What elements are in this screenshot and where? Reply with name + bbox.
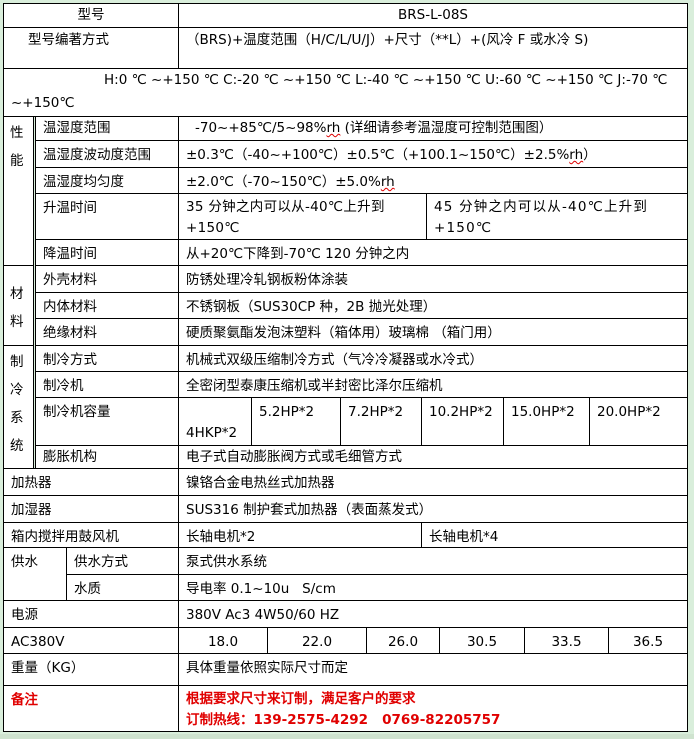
- mat-value-0: 防锈处理冷轧钢板粉体涂装: [178, 265, 688, 293]
- note-text: ）: [583, 147, 597, 163]
- ref-label-2: 制冷机容量: [35, 397, 179, 446]
- blower-value-0: 长轴电机*2: [178, 522, 422, 548]
- notes-value: 根据要求尺寸来订制，满足客户的要求订制热线：139-2575-4292 0769…: [178, 685, 688, 732]
- water-label-0: 供水方式: [66, 547, 179, 575]
- perf-label-2: 温湿度均匀度: [35, 167, 179, 194]
- capacity-1: 5.2HP*2: [251, 397, 341, 446]
- capacity-0: 4HKP*2: [178, 397, 252, 446]
- blower-label: 箱内搅拌用鼓风机: [3, 522, 179, 548]
- notes-line-1: 根据要求尺寸来订制，满足客户的要求: [186, 691, 416, 707]
- blower-value-1: 长轴电机*4: [421, 522, 688, 548]
- value-text: ±2.0℃（-70~150℃）±5.0%: [186, 174, 381, 190]
- ac380-label: AC380V: [3, 627, 179, 654]
- mat-value-2: 硬质聚氨酯发泡沫塑料（箱体用）玻璃棉 （箱门用）: [178, 318, 688, 346]
- materials-category: 材料: [3, 265, 34, 346]
- ac380-value-4: 33.5: [524, 627, 609, 654]
- capacity-4: 15.0HP*2: [503, 397, 590, 446]
- ac380-value-3: 30.5: [439, 627, 525, 654]
- ref-label-1: 制冷机: [35, 371, 179, 398]
- heater-value: 镍铬合金电热丝式加热器: [178, 468, 688, 496]
- capacity-5: 20.0HP*2: [589, 397, 688, 446]
- perf-label-3: 升温时间: [35, 193, 179, 240]
- power-value: 380V Ac3 4W50/60 HZ: [178, 600, 688, 628]
- value-text: ±0.3℃（-40~+100℃）±0.5℃（+100.1~150℃）±2.5%: [186, 147, 570, 163]
- unit-text: rh: [326, 120, 341, 136]
- unit-text: rh: [380, 174, 395, 190]
- horizontal-scrollbar[interactable]: [0, 734, 694, 739]
- ref-label-0: 制冷方式: [35, 345, 179, 372]
- mat-label-1: 内体材料: [35, 292, 179, 319]
- value-text: -70~+85℃/5~98%: [195, 120, 327, 136]
- power-label: 电源: [3, 600, 179, 628]
- mat-label-2: 绝缘材料: [35, 318, 179, 346]
- mat-value-1: 不锈钢板（SUS30CP 种，2B 抛光处理）: [178, 292, 688, 319]
- capacity-2: 7.2HP*2: [340, 397, 422, 446]
- weight-value: 具体重量依照实际尺寸而定: [178, 653, 688, 686]
- ref-label-3: 膨胀机构: [35, 445, 179, 469]
- perf-value-1: ±0.3℃（-40~+100℃）±0.5℃（+100.1~150℃）±2.5%r…: [178, 140, 688, 168]
- humidifier-label: 加湿器: [3, 495, 179, 523]
- heater-label: 加热器: [3, 468, 179, 496]
- humidifier-value: SUS316 制护套式加热器（表面蒸发式）: [178, 495, 688, 523]
- perf-value-2: ±2.0℃（-70~150℃）±5.0%rh: [178, 167, 688, 194]
- ac380-value-2: 26.0: [366, 627, 440, 654]
- perf-label-0: 温湿度范围: [35, 116, 179, 141]
- ac380-value-1: 22.0: [267, 627, 367, 654]
- notes-line-2: 订制热线：139-2575-4292 0769-82205757: [186, 712, 501, 728]
- perf-label-1: 温湿度波动度范围: [35, 140, 179, 168]
- water-category: 供水: [3, 547, 67, 601]
- ref-value-3: 电子式自动膨胀阀方式或毛细管方式: [178, 445, 688, 469]
- mat-label-0: 外壳材料: [35, 265, 179, 293]
- model-label: 型号: [3, 3, 179, 28]
- water-value-1: 导电率 0.1~10u S/cm: [178, 574, 688, 601]
- performance-category: 性能: [3, 116, 34, 266]
- unit-text: rh: [569, 147, 584, 163]
- ref-value-1: 全密闭型泰康压缩机或半封密比泽尔压缩机: [178, 371, 688, 398]
- capacity-3: 10.2HP*2: [421, 397, 504, 446]
- perf-value-4: 从+20℃下降到-70℃ 120 分钟之内: [178, 239, 688, 266]
- water-value-0: 泵式供水系统: [178, 547, 688, 575]
- heatup-value-a: 35 分钟之内可以从-40℃上升到+150℃: [178, 193, 427, 240]
- perf-label-4: 降温时间: [35, 239, 179, 266]
- water-label-1: 水质: [66, 574, 179, 601]
- weight-label: 重量（KG）: [3, 653, 179, 686]
- heatup-value-b: 45 分钟之内可以从-40℃上升到+150℃: [426, 193, 688, 240]
- temperature-ranges: H:0 ℃ ~+150 ℃ C:-20 ℃ ~+150 ℃ L:-40 ℃ ~+…: [3, 68, 688, 117]
- naming-label: 型号编著方式: [3, 27, 179, 69]
- ref-value-0: 机械式双级压缩制冷方式（气冷冷凝器或水冷式）: [178, 345, 688, 372]
- note-text: (详细请参考温湿度可控制范围图）: [340, 120, 553, 136]
- ac380-value-0: 18.0: [178, 627, 268, 654]
- model-value: BRS-L-08S: [178, 3, 688, 28]
- ac380-value-5: 36.5: [608, 627, 688, 654]
- perf-value-0: -70~+85℃/5~98%rh (详细请参考温湿度可控制范围图）: [178, 116, 688, 141]
- naming-value: （BRS)+温度范围（H/C/L/U/J）+尺寸（**L）+(风冷 F 或水冷 …: [178, 27, 688, 69]
- refrigeration-category: 制冷系统: [3, 345, 34, 469]
- notes-label: 备注: [3, 685, 179, 732]
